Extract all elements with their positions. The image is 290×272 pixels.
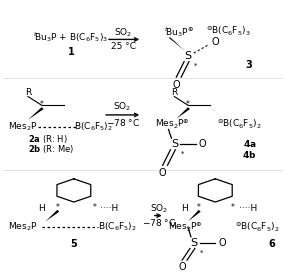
Text: 25 °C: 25 °C: [111, 42, 136, 51]
Text: Mes$_2$P: Mes$_2$P: [8, 221, 38, 233]
Text: S: S: [190, 238, 197, 248]
Text: Mes$_2$P$^{\oplus}$: Mes$_2$P$^{\oplus}$: [168, 221, 203, 234]
Polygon shape: [168, 38, 185, 51]
Text: B(C$_6$F$_5$)$_2$: B(C$_6$F$_5$)$_2$: [74, 120, 113, 133]
Polygon shape: [176, 107, 190, 119]
Text: *: *: [180, 151, 184, 157]
Text: $\mathbf{2b}$ (R: Me): $\mathbf{2b}$ (R: Me): [28, 143, 74, 155]
Text: B(C$_6$F$_5$)$_2$: B(C$_6$F$_5$)$_2$: [98, 221, 137, 233]
Polygon shape: [64, 107, 77, 120]
Text: $^t\!$Bu$_3$P + B(C$_6$F$_5$)$_3$: $^t\!$Bu$_3$P + B(C$_6$F$_5$)$_3$: [33, 30, 108, 44]
Text: *: *: [231, 203, 235, 212]
Polygon shape: [28, 107, 44, 120]
Text: $-$78 °C: $-$78 °C: [142, 217, 176, 228]
Text: S: S: [184, 51, 192, 61]
Text: O: O: [199, 139, 206, 149]
Text: *: *: [197, 203, 201, 212]
Polygon shape: [211, 107, 223, 119]
Text: $\mathbf{1}$: $\mathbf{1}$: [67, 45, 75, 57]
Text: *: *: [55, 203, 59, 212]
Text: ····H: ····H: [100, 204, 118, 213]
Text: O: O: [218, 238, 226, 248]
Text: SO$_2$: SO$_2$: [113, 101, 132, 113]
Text: *: *: [194, 63, 197, 69]
Text: $^t\!$Bu$_3$P$^{\oplus}$: $^t\!$Bu$_3$P$^{\oplus}$: [164, 25, 193, 39]
Polygon shape: [188, 210, 201, 221]
Polygon shape: [233, 210, 244, 221]
Text: *: *: [186, 100, 190, 109]
Text: $^{\ominus}$B(C$_6$F$_5$)$_2$: $^{\ominus}$B(C$_6$F$_5$)$_2$: [217, 118, 262, 131]
Text: ····H: ····H: [239, 204, 257, 213]
Text: O: O: [173, 80, 180, 90]
Text: Mes$_2$P$^{\oplus}$: Mes$_2$P$^{\oplus}$: [155, 118, 190, 131]
Text: $\mathbf{2a}$ (R: H): $\mathbf{2a}$ (R: H): [28, 133, 68, 145]
Text: R: R: [171, 88, 177, 97]
Text: $\mathbf{4a}$: $\mathbf{4a}$: [243, 138, 256, 149]
Text: $\mathbf{5}$: $\mathbf{5}$: [70, 237, 78, 249]
Text: Mes$_2$P: Mes$_2$P: [8, 120, 38, 133]
Text: O: O: [159, 168, 166, 178]
Text: H: H: [181, 204, 187, 213]
Text: SO$_2$: SO$_2$: [115, 26, 133, 39]
Text: *: *: [40, 100, 44, 109]
Polygon shape: [46, 210, 59, 221]
Text: $^{\ominus}$B(C$_6$F$_5$)$_3$: $^{\ominus}$B(C$_6$F$_5$)$_3$: [206, 25, 250, 38]
Polygon shape: [94, 210, 106, 221]
Text: $\mathbf{6}$: $\mathbf{6}$: [268, 237, 276, 249]
Text: $-$78 °C: $-$78 °C: [106, 117, 140, 128]
Text: SO$_2$: SO$_2$: [150, 203, 168, 215]
Text: $^{\ominus}$B(C$_6$F$_5$)$_2$: $^{\ominus}$B(C$_6$F$_5$)$_2$: [235, 221, 279, 234]
Text: R: R: [25, 88, 31, 97]
Text: O: O: [211, 37, 219, 47]
Text: H: H: [38, 204, 45, 213]
Text: S: S: [171, 139, 178, 149]
Text: $\mathbf{3}$: $\mathbf{3}$: [245, 58, 253, 70]
Text: $\mathbf{4b}$: $\mathbf{4b}$: [242, 149, 257, 160]
Text: *: *: [93, 203, 96, 212]
Text: O: O: [178, 262, 186, 272]
Text: *: *: [200, 249, 203, 255]
